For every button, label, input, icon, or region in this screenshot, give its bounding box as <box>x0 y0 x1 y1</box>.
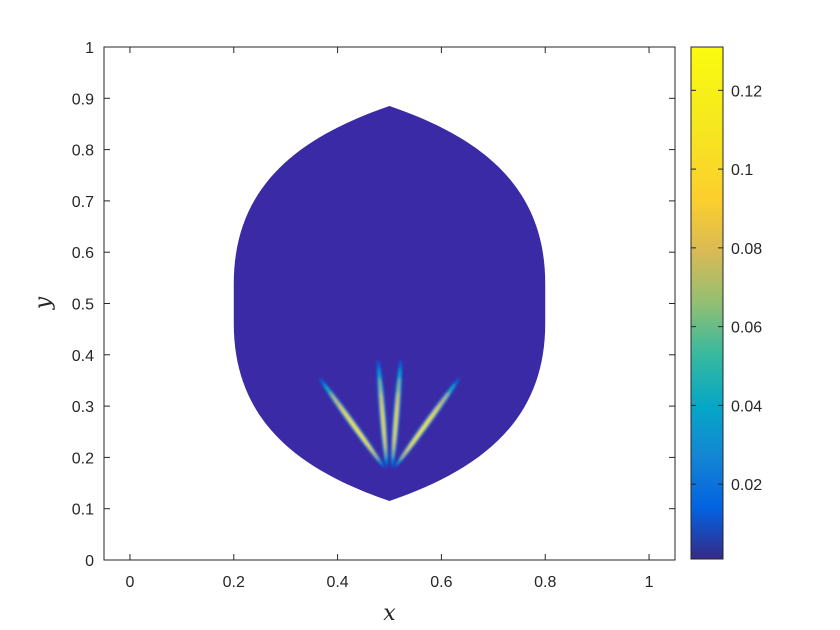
colorbar-tick-label: 0.08 <box>731 241 762 258</box>
x-tick-label: 0.8 <box>534 574 556 591</box>
y-tick-label: 0 <box>85 553 94 570</box>
y-axis-ticks: 0 0.1 0.2 0.3 0.4 0.5 0.6 0.7 0.8 0.9 1 <box>72 40 675 570</box>
colorbar: 0.02 0.04 0.06 0.08 0.1 0.12 <box>690 46 762 560</box>
y-tick-label: 0.8 <box>72 143 94 160</box>
y-tick-label: 0.1 <box>72 502 94 519</box>
x-tick-label: 1 <box>645 574 654 591</box>
y-axis-label: y <box>31 296 56 310</box>
colorbar-frame <box>690 46 724 560</box>
colorbar-tick-label: 0.1 <box>731 162 753 179</box>
colorbar-tick-label: 0.12 <box>731 83 762 100</box>
x-tick-label: 0.4 <box>326 574 348 591</box>
y-tick-label: 0.3 <box>72 399 94 416</box>
x-tick-label: 0.6 <box>430 574 452 591</box>
streak-2-layer-5 <box>381 405 386 444</box>
streak-1 <box>319 377 385 468</box>
streak-4-layer-5 <box>409 415 433 448</box>
x-axis-label: x <box>383 601 396 626</box>
colorbar-ticks: 0.02 0.04 0.06 0.08 0.1 0.12 <box>691 83 762 494</box>
x-tick-label: 0.2 <box>223 574 245 591</box>
y-tick-label: 0.6 <box>72 245 94 262</box>
colorbar-tick-label: 0.04 <box>731 398 762 415</box>
streak-1-layer-5 <box>346 415 370 448</box>
streak-4 <box>394 377 460 468</box>
x-axis-ticks: 0 0.2 0.4 0.6 0.8 1 <box>126 47 654 591</box>
y-tick-label: 0.5 <box>72 297 94 314</box>
x-tick-label: 0 <box>126 574 135 591</box>
colorbar-tick-label: 0.06 <box>731 320 762 337</box>
streaks-group <box>319 359 460 468</box>
streak-2 <box>376 359 389 468</box>
y-tick-label: 0.7 <box>72 194 94 211</box>
streak-3 <box>390 359 403 468</box>
y-tick-label: 0.2 <box>72 450 94 467</box>
colorbar-tick-label: 0.02 <box>731 477 762 494</box>
y-tick-label: 1 <box>85 40 94 57</box>
plot-area: 0 0.2 0.4 0.6 0.8 1 0 0.1 0.2 0.3 0.4 0.5 0.6 0.7 0.8… <box>31 40 676 626</box>
streak-3-layer-5 <box>393 405 398 444</box>
y-tick-label: 0.4 <box>72 348 94 365</box>
lens-domain <box>233 105 546 502</box>
colorbar-gradient <box>691 47 723 559</box>
y-tick-label: 0.9 <box>72 91 94 108</box>
